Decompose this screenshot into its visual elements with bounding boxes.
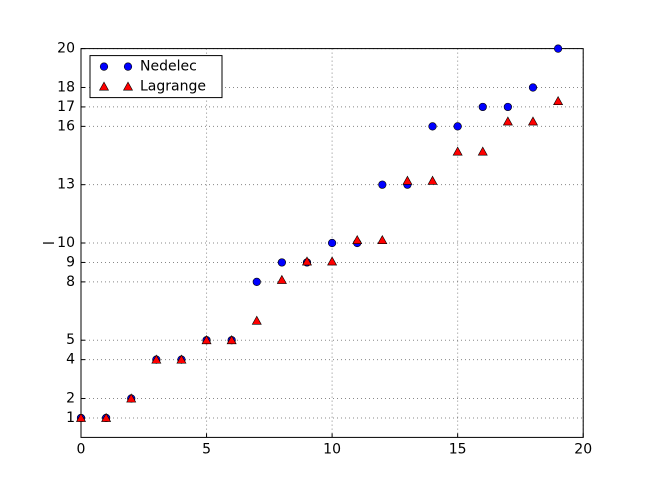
- legend-marker: [99, 62, 109, 71]
- circle-marker: [277, 258, 286, 267]
- triangle-marker: [176, 354, 187, 364]
- triangle-marker: [251, 315, 262, 325]
- triangle-marker: [427, 175, 438, 185]
- triangle-marker: [377, 234, 388, 244]
- circle-marker: [528, 83, 538, 92]
- triangle-marker: [301, 256, 312, 266]
- circle-marker: [328, 238, 337, 248]
- y-tick-label: 10: [57, 235, 75, 251]
- triangle-marker: [327, 256, 338, 266]
- y-tick-label: 5: [66, 332, 75, 348]
- y-tick-label: 17: [57, 99, 75, 115]
- y-tick-label: 1: [66, 410, 75, 426]
- x-tick-label: 15: [449, 441, 467, 457]
- triangle-marker: [126, 393, 137, 403]
- triangle-marker: [201, 335, 212, 345]
- y-tick-label: 4: [66, 352, 75, 368]
- legend-marker: [123, 62, 133, 71]
- triangle-marker: [502, 116, 513, 126]
- y-tick-label: 8: [66, 274, 75, 290]
- y-tick-label: 20: [57, 41, 75, 57]
- legend-marker: [98, 81, 110, 91]
- plot-frame: [80, 48, 584, 438]
- triangle-marker: [226, 335, 237, 345]
- triangle-marker: [553, 95, 564, 105]
- circle-marker: [503, 102, 512, 112]
- triangle-marker: [75, 412, 87, 422]
- y-axis-label: l: [42, 241, 58, 245]
- circle-marker: [553, 44, 563, 53]
- circle-marker: [478, 102, 487, 112]
- y-tick-label: 13: [57, 177, 75, 193]
- y-tick-label: 18: [57, 79, 75, 95]
- triangle-marker: [452, 146, 463, 156]
- circle-marker: [378, 180, 387, 189]
- legend-marker: [122, 81, 134, 91]
- legend-label: Lagrange: [140, 79, 206, 95]
- legend-label: Nedelec: [140, 59, 197, 75]
- y-tick-label: 2: [66, 391, 75, 407]
- triangle-marker: [402, 175, 413, 185]
- triangle-marker: [101, 412, 112, 422]
- y-tick-label: 9: [66, 254, 75, 270]
- circle-marker: [428, 122, 437, 131]
- legend-box: [89, 55, 223, 99]
- x-tick-label: 5: [202, 441, 211, 457]
- circle-marker: [453, 122, 462, 131]
- triangle-marker: [151, 354, 162, 364]
- x-tick-label: 10: [323, 441, 341, 457]
- y-tick-label: 16: [57, 118, 75, 134]
- x-tick-label: 0: [77, 441, 86, 457]
- circle-marker: [252, 277, 261, 286]
- x-tick-label: 20: [574, 441, 592, 457]
- triangle-marker: [352, 234, 363, 244]
- triangle-marker: [527, 116, 538, 126]
- triangle-marker: [477, 146, 488, 156]
- triangle-marker: [276, 274, 287, 284]
